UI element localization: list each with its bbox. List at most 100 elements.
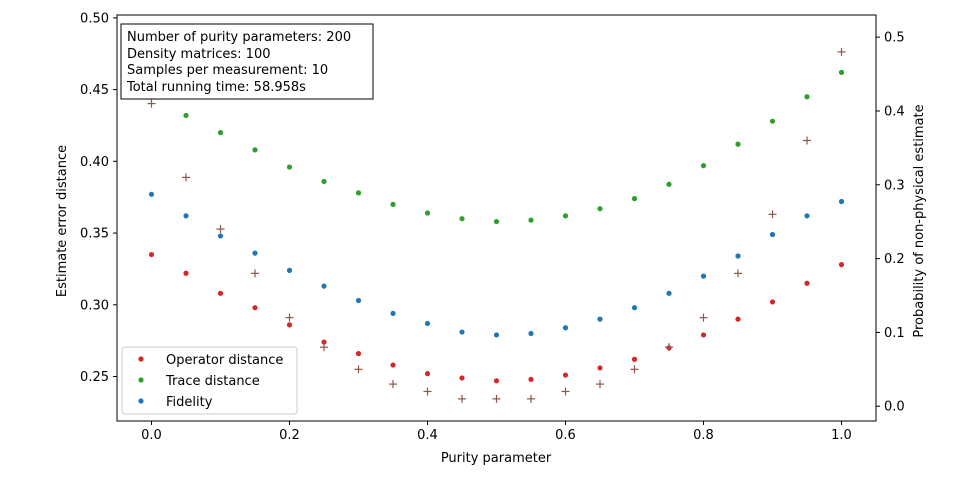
nonphysical-point bbox=[665, 343, 673, 352]
y2-tick-label: 0.0 bbox=[884, 400, 905, 415]
plot-frame bbox=[116, 14, 877, 422]
nonphysical-point bbox=[596, 380, 604, 389]
operator-point bbox=[528, 376, 534, 382]
info-line: Total running time: 58.958s bbox=[126, 80, 306, 95]
nonphysical-point bbox=[389, 380, 397, 389]
operator-point bbox=[390, 362, 396, 368]
nonphysical-point bbox=[320, 343, 328, 352]
legend-marker-operator bbox=[138, 356, 144, 362]
legend: Operator distance Trace distance Fidelit… bbox=[121, 346, 298, 415]
trace-point bbox=[493, 218, 500, 225]
operator-point bbox=[252, 305, 258, 311]
y2-tick-label: 0.5 bbox=[884, 31, 905, 46]
y2-tick-label: 0.2 bbox=[884, 252, 905, 267]
trace-point bbox=[390, 201, 396, 207]
legend-marker-fidelity bbox=[138, 398, 144, 404]
legend-marker-trace bbox=[138, 377, 144, 383]
x-tick-label: 1.0 bbox=[831, 428, 852, 443]
nonphysical-point bbox=[803, 136, 811, 145]
y-axis-ticks: 0.25 0.30 0.35 0.40 0.45 0.50 bbox=[80, 11, 117, 385]
x-tick-label: 0.0 bbox=[141, 428, 162, 443]
info-line: Density matrices: 100 bbox=[127, 47, 270, 62]
nonphysical-point bbox=[354, 365, 363, 374]
nonphysical-point bbox=[251, 269, 259, 278]
x-axis-label: Purity parameter bbox=[441, 451, 552, 466]
fidelity-point bbox=[528, 330, 534, 337]
fidelity-point bbox=[700, 273, 707, 279]
operator-point bbox=[735, 316, 741, 322]
nonphysical-point bbox=[630, 365, 639, 374]
operator-point bbox=[355, 350, 362, 357]
legend-label-trace: Trace distance bbox=[165, 374, 260, 389]
trace-point bbox=[355, 190, 362, 196]
fidelity-point bbox=[321, 283, 327, 289]
fidelity-point bbox=[183, 213, 189, 219]
data-points bbox=[147, 47, 846, 403]
x-tick-label: 0.6 bbox=[555, 428, 576, 443]
x-tick-label: 0.4 bbox=[417, 428, 438, 443]
legend-label-fidelity: Fidelity bbox=[166, 395, 213, 410]
trace-point bbox=[252, 147, 258, 153]
operator-point bbox=[631, 356, 638, 362]
info-box-frame bbox=[120, 23, 374, 100]
y-tick-label: 0.45 bbox=[80, 83, 109, 98]
operator-point bbox=[804, 280, 810, 286]
operator-point bbox=[769, 299, 776, 305]
nonphysical-point bbox=[768, 210, 777, 219]
trace-point bbox=[597, 206, 603, 212]
trace-point bbox=[631, 196, 638, 202]
fidelity-point bbox=[286, 267, 293, 273]
y2-tick-label: 0.3 bbox=[884, 178, 905, 193]
y-tick-label: 0.50 bbox=[80, 11, 109, 26]
fidelity-point bbox=[769, 231, 776, 238]
fidelity-point bbox=[252, 250, 258, 256]
trace-point bbox=[838, 69, 845, 75]
nonphysical-point bbox=[561, 387, 570, 396]
fidelity-point bbox=[562, 325, 569, 331]
nonphysical-point bbox=[734, 269, 742, 278]
operator-point bbox=[148, 251, 155, 258]
nonphysical-point bbox=[182, 173, 190, 182]
trace-point bbox=[286, 164, 293, 170]
y2-tick-label: 0.1 bbox=[884, 326, 905, 341]
trace-point bbox=[217, 130, 224, 136]
y-tick-label: 0.35 bbox=[80, 227, 109, 242]
trace-point bbox=[459, 216, 465, 222]
y-tick-label: 0.40 bbox=[80, 155, 109, 170]
nonphysical-point bbox=[216, 225, 225, 234]
fidelity-point bbox=[424, 320, 431, 327]
x-tick-label: 0.8 bbox=[693, 428, 714, 443]
fidelity-point bbox=[493, 332, 500, 338]
operator-point bbox=[424, 371, 431, 377]
trace-point bbox=[700, 163, 707, 169]
fidelity-point bbox=[390, 310, 396, 317]
legend-frame bbox=[121, 346, 298, 415]
y-tick-label: 0.30 bbox=[80, 298, 109, 313]
operator-point bbox=[562, 372, 569, 378]
operator-point bbox=[321, 339, 327, 345]
nonphysical-point bbox=[423, 387, 432, 396]
y2-axis-label: Probability of non-physical estimate bbox=[912, 104, 927, 337]
fidelity-point bbox=[597, 316, 603, 322]
fidelity-point bbox=[838, 198, 845, 205]
fidelity-point bbox=[631, 305, 638, 311]
trace-point bbox=[769, 118, 776, 124]
fidelity-point bbox=[355, 297, 362, 304]
operator-point bbox=[217, 290, 224, 296]
fidelity-point bbox=[666, 290, 672, 296]
y-axis-label: Estimate error distance bbox=[55, 145, 70, 297]
info-line: Number of purity parameters: 200 bbox=[127, 30, 351, 45]
nonphysical-point bbox=[837, 47, 846, 56]
info-box: Number of purity parameters: 200 Density… bbox=[120, 23, 374, 100]
trace-point bbox=[321, 178, 327, 185]
y2-tick-label: 0.4 bbox=[884, 104, 905, 119]
nonphysical-point bbox=[492, 394, 501, 403]
fidelity-point bbox=[735, 253, 741, 259]
nonphysical-point bbox=[458, 394, 466, 403]
fidelity-point bbox=[217, 233, 224, 239]
fidelity-point bbox=[459, 329, 465, 335]
nonphysical-point bbox=[285, 313, 294, 322]
y2-axis-ticks: 0.0 0.1 0.2 0.3 0.4 0.5 bbox=[876, 31, 905, 415]
legend-label-operator: Operator distance bbox=[166, 353, 283, 368]
